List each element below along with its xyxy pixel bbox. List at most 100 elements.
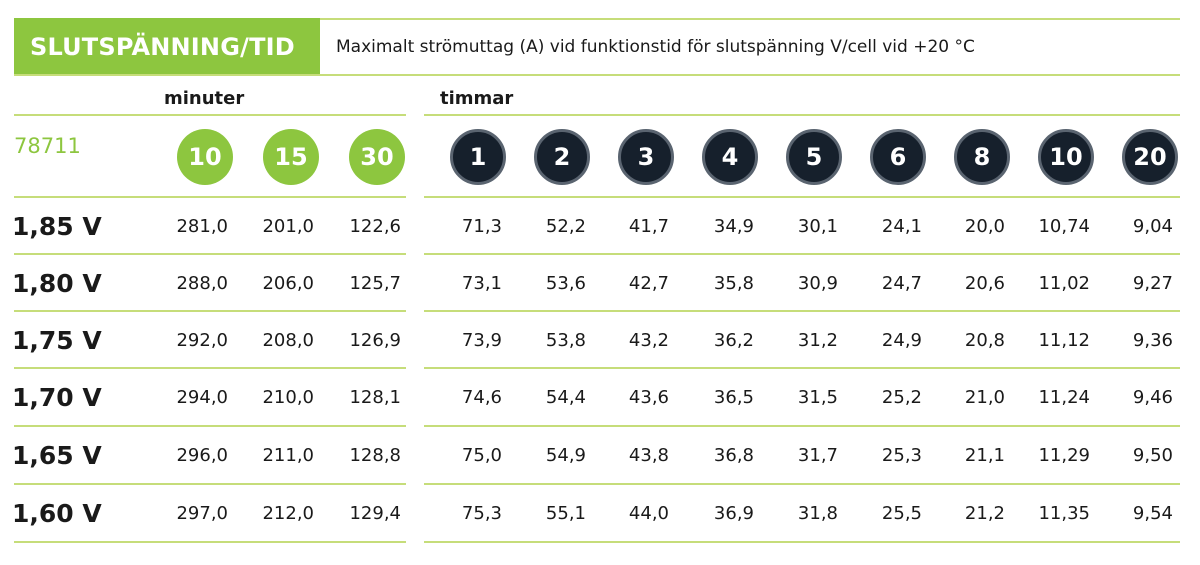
table-cell: 54,4 xyxy=(545,387,586,408)
hour-column-badge: 10 xyxy=(1038,129,1094,185)
table-cell: 24,1 xyxy=(881,216,922,237)
table-cell: 21,2 xyxy=(964,503,1005,524)
table-row: 1,65 V 296,0 211,0 128,8 75,0 54,9 43,8 36,8 31,… xyxy=(0,428,1200,484)
voltage-label: 1,65 V xyxy=(12,441,102,470)
hour-column-badge: 3 xyxy=(618,129,674,185)
model-number: 78711 xyxy=(14,134,81,158)
voltage-label: 1,70 V xyxy=(12,383,102,412)
table-cell: 20,0 xyxy=(964,216,1005,237)
table-cell: 36,8 xyxy=(713,445,754,466)
voltage-label: 1,85 V xyxy=(12,212,102,241)
table-cell: 9,27 xyxy=(1132,273,1173,294)
table-cell: 11,29 xyxy=(1038,445,1090,466)
table-cell: 75,0 xyxy=(461,445,502,466)
table-cell: 201,0 xyxy=(262,216,314,237)
table-cell: 53,8 xyxy=(545,330,586,351)
minute-column-badge: 15 xyxy=(263,129,319,185)
table-cell: 126,9 xyxy=(349,330,401,351)
table-cell: 11,35 xyxy=(1038,503,1090,524)
voltage-label: 1,75 V xyxy=(12,326,102,355)
hour-column-badge: 2 xyxy=(534,129,590,185)
table-row: 1,80 V 288,0 206,0 125,7 73,1 53,6 42,7 35,8 30,… xyxy=(0,256,1200,312)
table-cell: 10,74 xyxy=(1038,216,1090,237)
table-cell: 24,7 xyxy=(881,273,922,294)
table-cell: 31,8 xyxy=(797,503,838,524)
table-cell: 43,8 xyxy=(628,445,669,466)
table-cell: 20,8 xyxy=(964,330,1005,351)
table-cell: 25,5 xyxy=(881,503,922,524)
table-cell: 73,1 xyxy=(461,273,502,294)
hour-column-badge: 5 xyxy=(786,129,842,185)
table-cell: 52,2 xyxy=(545,216,586,237)
minute-column-badge: 30 xyxy=(349,129,405,185)
table-cell: 212,0 xyxy=(262,503,314,524)
table-cell: 9,50 xyxy=(1132,445,1173,466)
table-cell: 206,0 xyxy=(262,273,314,294)
table-cell: 9,36 xyxy=(1132,330,1173,351)
row-separator xyxy=(14,310,406,312)
table-cell: 21,0 xyxy=(964,387,1005,408)
table-row: 1,85 V 281,0 201,0 122,6 71,3 52,2 41,7 34,9 30,… xyxy=(0,199,1200,255)
table-cell: 36,5 xyxy=(713,387,754,408)
table-cell: 281,0 xyxy=(176,216,228,237)
header-description: Maximalt strömuttag (A) vid funktionstid… xyxy=(336,37,975,57)
table-cell: 9,04 xyxy=(1132,216,1173,237)
table-cell: 122,6 xyxy=(349,216,401,237)
table-cell: 44,0 xyxy=(628,503,669,524)
table-row: 1,70 V 294,0 210,0 128,1 74,6 54,4 43,6 36,5 31,… xyxy=(0,370,1200,426)
table-cell: 288,0 xyxy=(176,273,228,294)
row-separator xyxy=(14,425,406,427)
table-cell: 74,6 xyxy=(461,387,502,408)
table-cell: 9,46 xyxy=(1132,387,1173,408)
minutes-group-line xyxy=(14,114,406,116)
table-cell: 208,0 xyxy=(262,330,314,351)
hour-column-badge: 8 xyxy=(954,129,1010,185)
table-cell: 31,7 xyxy=(797,445,838,466)
row-separator xyxy=(14,483,406,485)
row-separator xyxy=(424,253,1180,255)
table-cell: 129,4 xyxy=(349,503,401,524)
table-cell: 21,1 xyxy=(964,445,1005,466)
header-title: SLUTSPÄNNING/TID xyxy=(14,18,320,76)
table-cell: 31,2 xyxy=(797,330,838,351)
table-cell: 71,3 xyxy=(461,216,502,237)
table-cell: 75,3 xyxy=(461,503,502,524)
table-cell: 125,7 xyxy=(349,273,401,294)
minutes-group-label: minuter xyxy=(164,88,245,109)
table-cell: 43,2 xyxy=(628,330,669,351)
table-cell: 24,9 xyxy=(881,330,922,351)
table-row: 1,60 V 297,0 212,0 129,4 75,3 55,1 44,0 36,9 31,… xyxy=(0,486,1200,542)
hour-column-badge: 4 xyxy=(702,129,758,185)
table-cell: 25,2 xyxy=(881,387,922,408)
hour-column-badge: 1 xyxy=(450,129,506,185)
table-cell: 11,02 xyxy=(1038,273,1090,294)
table-cell: 9,54 xyxy=(1132,503,1173,524)
table-cell: 43,6 xyxy=(628,387,669,408)
table-cell: 35,8 xyxy=(713,273,754,294)
table-cell: 210,0 xyxy=(262,387,314,408)
table-cell: 41,7 xyxy=(628,216,669,237)
minute-column-badge: 10 xyxy=(177,129,233,185)
row-separator xyxy=(424,541,1180,543)
hours-group-line xyxy=(424,114,1180,116)
table-cell: 20,6 xyxy=(964,273,1005,294)
table-cell: 292,0 xyxy=(176,330,228,351)
table-cell: 36,2 xyxy=(713,330,754,351)
table-cell: 11,12 xyxy=(1038,330,1090,351)
hour-column-badge: 6 xyxy=(870,129,926,185)
table-cell: 73,9 xyxy=(461,330,502,351)
row-separator xyxy=(424,425,1180,427)
table-cell: 34,9 xyxy=(713,216,754,237)
table-cell: 31,5 xyxy=(797,387,838,408)
row-separator xyxy=(424,310,1180,312)
table-row: 1,75 V 292,0 208,0 126,9 73,9 53,8 43,2 36,2 31,… xyxy=(0,313,1200,369)
table-cell: 36,9 xyxy=(713,503,754,524)
row-separator xyxy=(14,367,406,369)
table-header: SLUTSPÄNNING/TID Maximalt strömuttag (A)… xyxy=(14,18,1180,76)
table-cell: 211,0 xyxy=(262,445,314,466)
table-cell: 296,0 xyxy=(176,445,228,466)
table-cell: 55,1 xyxy=(545,503,586,524)
table-cell: 294,0 xyxy=(176,387,228,408)
hour-column-badge: 20 xyxy=(1122,129,1178,185)
table-cell: 297,0 xyxy=(176,503,228,524)
